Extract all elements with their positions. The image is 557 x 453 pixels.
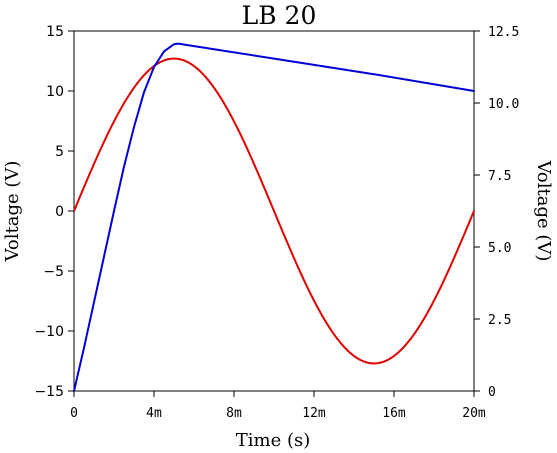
y-axis-right-title: Voltage (V) (533, 160, 554, 262)
plot-area (73, 30, 475, 392)
x-tick-label: 4m (146, 406, 162, 421)
y-right-tick-label: 10.0 (488, 97, 519, 112)
y-left-tick-label: 0 (55, 204, 64, 220)
x-tick-label: 8m (226, 406, 242, 421)
y-left-tick-label: −5 (43, 264, 64, 280)
y-left-tick-label: 10 (46, 84, 64, 100)
x-tick-label: 0 (70, 406, 78, 421)
series-layer (73, 42, 475, 392)
chart-title: LB 20 (242, 1, 317, 30)
envelope-series-line (73, 42, 475, 392)
y-left-tick-label: 5 (55, 144, 64, 160)
y-left-tick-label: −10 (34, 324, 64, 340)
y-right-tick-label: 7.5 (488, 169, 511, 184)
sine-series-line (73, 57, 475, 365)
y-right-tick-label: 2.5 (488, 313, 511, 328)
x-tick-label: 16m (382, 406, 406, 421)
x-tick-label: 12m (302, 406, 326, 421)
x-axis-title: Time (s) (236, 430, 311, 451)
x-tick-label: 20m (462, 406, 486, 421)
y-axis-left-title: Voltage (V) (2, 161, 23, 263)
y-right-tick-label: 0 (488, 385, 496, 400)
y-axis-left: 15 10 5 0 −5 −10 −15 (34, 24, 74, 400)
x-axis: 0 4m 8m 12m 16m 20m (70, 391, 486, 421)
y-left-tick-label: 15 (46, 24, 64, 40)
y-right-tick-label: 12.5 (488, 25, 519, 40)
y-left-tick-label: −15 (34, 384, 64, 400)
y-axis-right: 12.5 10.0 7.5 5.0 2.5 0 (474, 25, 519, 400)
y-right-tick-label: 5.0 (488, 241, 511, 256)
